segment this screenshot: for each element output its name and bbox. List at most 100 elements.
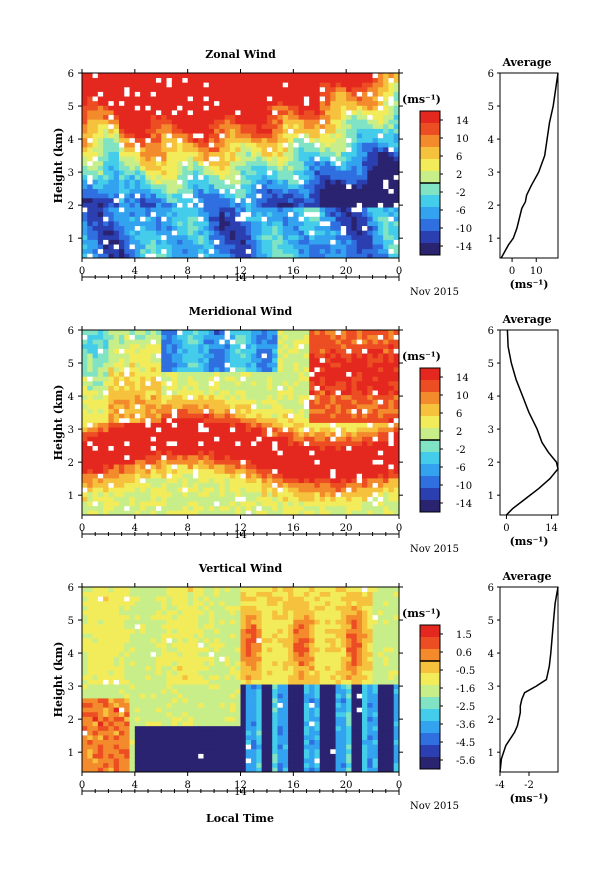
heatmap-cell bbox=[198, 376, 204, 382]
heatmap-cell bbox=[82, 202, 88, 208]
heatmap-cell bbox=[245, 330, 252, 336]
heatmap-cell bbox=[118, 156, 125, 162]
heatmap-cell bbox=[103, 348, 109, 354]
heatmap-cell bbox=[256, 170, 263, 176]
heatmap-cell bbox=[134, 427, 141, 433]
heatmap-cell bbox=[118, 184, 125, 190]
heatmap-cell bbox=[272, 464, 278, 470]
heatmap-cell bbox=[251, 450, 257, 456]
heatmap-cell bbox=[103, 491, 109, 497]
heatmap-cell bbox=[224, 82, 231, 88]
heatmap-cell bbox=[245, 413, 252, 419]
heatmap-cell bbox=[208, 193, 215, 199]
heatmap-cell bbox=[335, 330, 342, 336]
heatmap-cell bbox=[118, 491, 125, 497]
heatmap-cell bbox=[277, 367, 284, 373]
heatmap-cell bbox=[356, 408, 363, 414]
heatmap-cell bbox=[251, 367, 257, 373]
heatmap-cell bbox=[140, 468, 146, 474]
heatmap-cell bbox=[383, 216, 389, 222]
heatmap-cell bbox=[245, 147, 252, 153]
heatmap-cell bbox=[155, 450, 162, 456]
heatmap-cell bbox=[340, 110, 347, 116]
heatmap-cell bbox=[82, 390, 88, 396]
heatmap-cell bbox=[319, 376, 326, 382]
heatmap-cell bbox=[298, 385, 305, 391]
heatmap-cell bbox=[82, 501, 88, 507]
heatmap-cell bbox=[219, 380, 226, 386]
heatmap-cell bbox=[129, 160, 136, 166]
heatmap-cell bbox=[261, 128, 268, 134]
heatmap-cell bbox=[203, 362, 210, 368]
heatmap-cell bbox=[319, 174, 326, 180]
heatmap-cell bbox=[377, 216, 384, 222]
heatmap-cell bbox=[82, 221, 88, 227]
heatmap-cell bbox=[203, 230, 210, 236]
heatmap-cell bbox=[203, 142, 210, 148]
heatmap-cell bbox=[377, 376, 384, 382]
heatmap-cell bbox=[208, 431, 215, 437]
heatmap-cell bbox=[97, 114, 104, 120]
heatmap-cell bbox=[82, 394, 88, 400]
heatmap-cell bbox=[82, 380, 88, 386]
heatmap-cell bbox=[335, 184, 342, 190]
heatmap-cell bbox=[282, 473, 289, 479]
heatmap-cell bbox=[240, 119, 247, 125]
heatmap-cell bbox=[356, 399, 363, 405]
heatmap-cell bbox=[367, 207, 373, 213]
heatmap-cell bbox=[251, 174, 257, 180]
heatmap-cell bbox=[288, 441, 294, 447]
heatmap-cell bbox=[214, 505, 220, 511]
heatmap-cell bbox=[140, 343, 146, 349]
heatmap-cell bbox=[256, 123, 263, 129]
heatmap-cell bbox=[224, 91, 231, 97]
heatmap-cell bbox=[293, 450, 300, 456]
heatmap-cell bbox=[182, 408, 189, 414]
heatmap-cell bbox=[235, 248, 241, 254]
heatmap-cell bbox=[155, 505, 162, 511]
heatmap-cell bbox=[108, 86, 115, 92]
heatmap-cell bbox=[282, 367, 289, 373]
heatmap-cell bbox=[198, 330, 204, 336]
heatmap-cell bbox=[351, 482, 358, 488]
heatmap-cell bbox=[145, 445, 152, 451]
heatmap-cell bbox=[229, 413, 236, 419]
heatmap-cell bbox=[108, 362, 115, 368]
heatmap-cell bbox=[182, 188, 189, 194]
heatmap-cell bbox=[261, 441, 268, 447]
heatmap-cell bbox=[82, 234, 88, 240]
heatmap-cell bbox=[229, 464, 236, 470]
heatmap-cell bbox=[282, 156, 289, 162]
heatmap-cell bbox=[340, 478, 347, 484]
heatmap-cell bbox=[198, 207, 204, 213]
heatmap-cell bbox=[325, 174, 331, 180]
heatmap-cell bbox=[251, 142, 257, 148]
heatmap-cell bbox=[182, 170, 189, 176]
heatmap-cell bbox=[272, 417, 278, 423]
heatmap-cell bbox=[335, 413, 342, 419]
heatmap-cell bbox=[240, 510, 247, 516]
heatmap-cell bbox=[245, 501, 252, 507]
heatmap-cell bbox=[182, 114, 189, 120]
heatmap-cell bbox=[203, 151, 210, 157]
heatmap-cell bbox=[282, 216, 289, 222]
heatmap-cell bbox=[124, 73, 130, 79]
heatmap-cell bbox=[166, 110, 173, 116]
heatmap-cell bbox=[314, 441, 321, 447]
heatmap-cell bbox=[362, 193, 368, 199]
heatmap-cell bbox=[161, 394, 167, 400]
heatmap-cell bbox=[198, 110, 204, 116]
heatmap-cell bbox=[372, 487, 379, 493]
heatmap-cell bbox=[187, 380, 194, 386]
heatmap-cell bbox=[245, 207, 252, 213]
heatmap-cell bbox=[261, 253, 268, 259]
heatmap-cell bbox=[319, 385, 326, 391]
heatmap-cell bbox=[229, 482, 236, 488]
heatmap-cell bbox=[214, 82, 220, 88]
heatmap-cell bbox=[150, 408, 157, 414]
heatmap-cell bbox=[393, 376, 400, 382]
heatmap-cell bbox=[82, 114, 88, 120]
average-x-tick-label: 0 bbox=[509, 266, 515, 277]
heatmap-cell bbox=[272, 179, 278, 185]
heatmap-cell bbox=[118, 225, 125, 231]
